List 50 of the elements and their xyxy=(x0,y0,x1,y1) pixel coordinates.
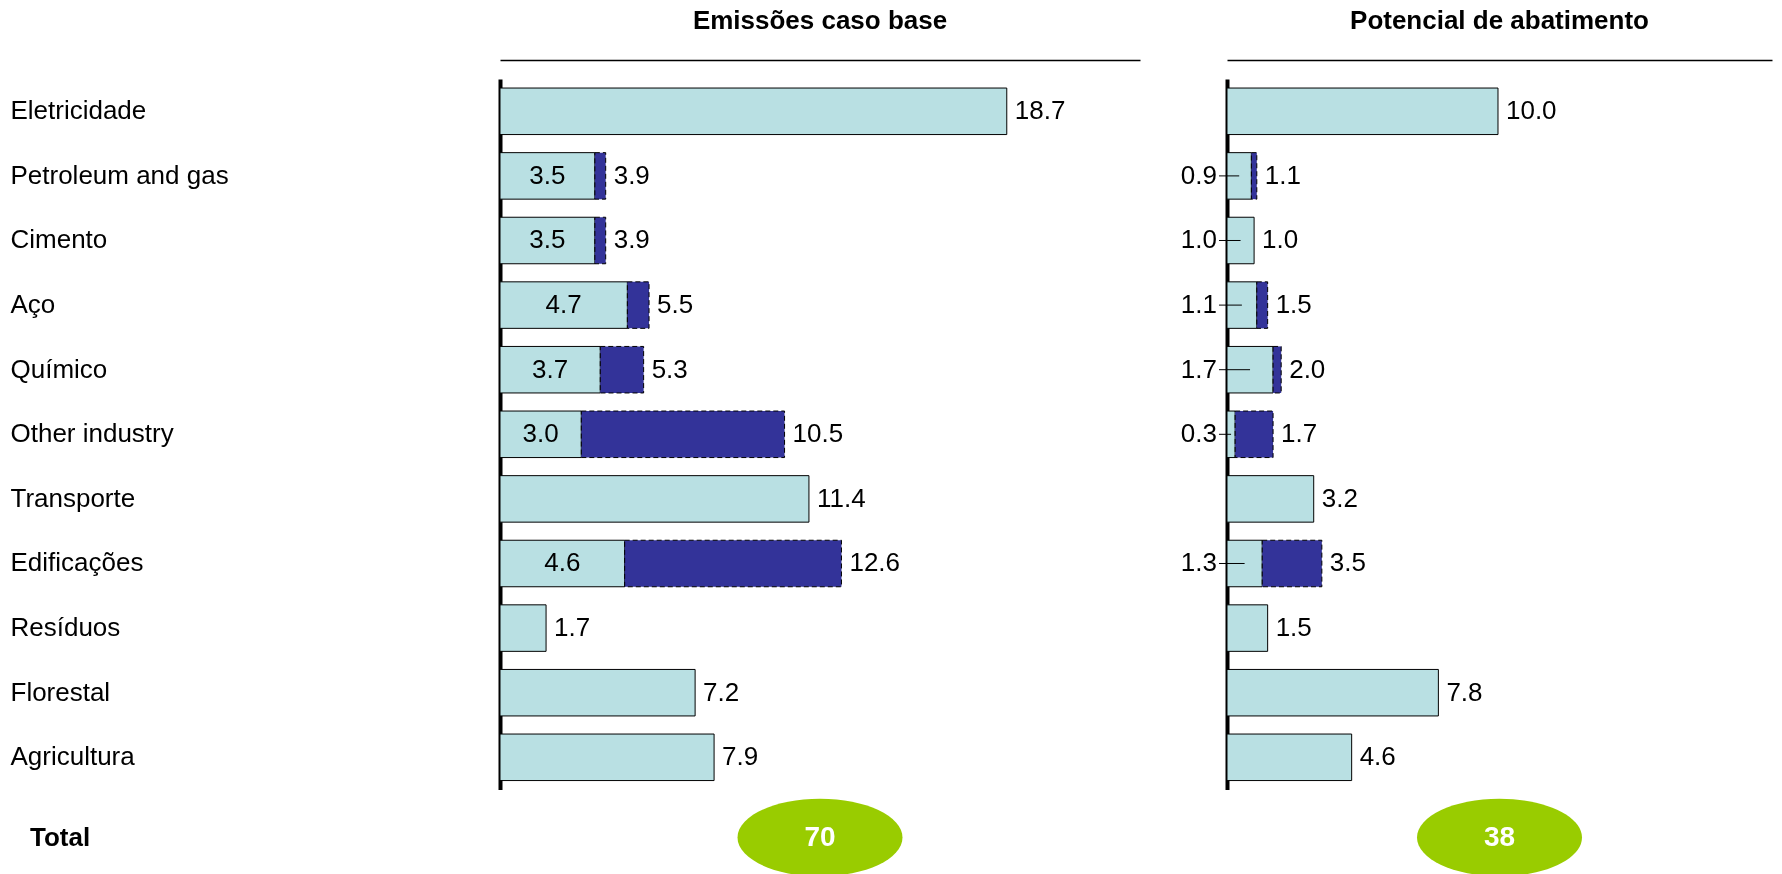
data-label: 0.3 xyxy=(1180,418,1217,449)
y-tick-label: Florestal xyxy=(10,676,111,707)
data-label: 1.3 xyxy=(1180,547,1217,578)
data-label: 3.0 xyxy=(522,418,559,449)
data-label: 3.7 xyxy=(532,353,569,384)
y-tick-label: Químico xyxy=(10,353,108,384)
total-label: 2.0 xyxy=(1289,353,1326,384)
total-label: 7.9 xyxy=(722,741,759,772)
y-tick-label: Other industry xyxy=(10,418,174,449)
total-label: 1.0 xyxy=(1262,224,1299,255)
total-label: 5.3 xyxy=(651,353,688,384)
data-label: 3.5 xyxy=(529,224,566,255)
chart-title: Potencial de abatimento xyxy=(1350,5,1649,35)
data-label: 1.0 xyxy=(1180,224,1217,255)
data-label: 3.5 xyxy=(529,159,566,190)
y-tick-label: Agricultura xyxy=(10,741,136,772)
data-label: 4.6 xyxy=(544,547,581,578)
total-label: 1.5 xyxy=(1275,612,1312,643)
y-tick-label: Transporte xyxy=(10,482,136,513)
total-label: 12.6 xyxy=(849,547,901,578)
text: Total xyxy=(30,821,91,852)
total-label: 18.7 xyxy=(1014,95,1066,126)
total-label: 11.4 xyxy=(816,482,866,513)
y-tick-label: Eletricidade xyxy=(10,95,147,126)
total-label: 10.5 xyxy=(792,418,844,449)
total-label: 1.5 xyxy=(1275,289,1312,320)
y-tick-label: Petroleum and gas xyxy=(10,159,229,190)
y-tick-label: Cimento xyxy=(10,224,108,255)
y-tick-label: Aço xyxy=(10,289,56,320)
total-label: 3.9 xyxy=(613,224,650,255)
text: 38 xyxy=(1483,820,1516,852)
y-tick-label: Resíduos xyxy=(10,612,121,643)
total-label: 10.0 xyxy=(1506,95,1557,126)
total-label: 1.1 xyxy=(1264,159,1301,190)
data-label: 1.7 xyxy=(1180,353,1217,384)
data-label: 1.1 xyxy=(1180,289,1217,320)
total-label: 7.8 xyxy=(1446,676,1483,707)
total-label: 3.2 xyxy=(1321,482,1358,513)
chart-title: Emissões caso base xyxy=(692,5,948,35)
total-label: 4.6 xyxy=(1359,741,1396,772)
text: 70 xyxy=(804,820,836,852)
data-label: 0.9 xyxy=(1180,159,1217,190)
total-label: 3.9 xyxy=(613,159,650,190)
total-label: 3.5 xyxy=(1329,547,1366,578)
total-label: 5.5 xyxy=(657,289,694,320)
total-label: 1.7 xyxy=(554,612,591,643)
data-label: 4.7 xyxy=(545,289,582,320)
total-label: 7.2 xyxy=(703,676,740,707)
total-label: 1.7 xyxy=(1281,418,1318,449)
y-tick-label: Edificações xyxy=(10,547,144,578)
